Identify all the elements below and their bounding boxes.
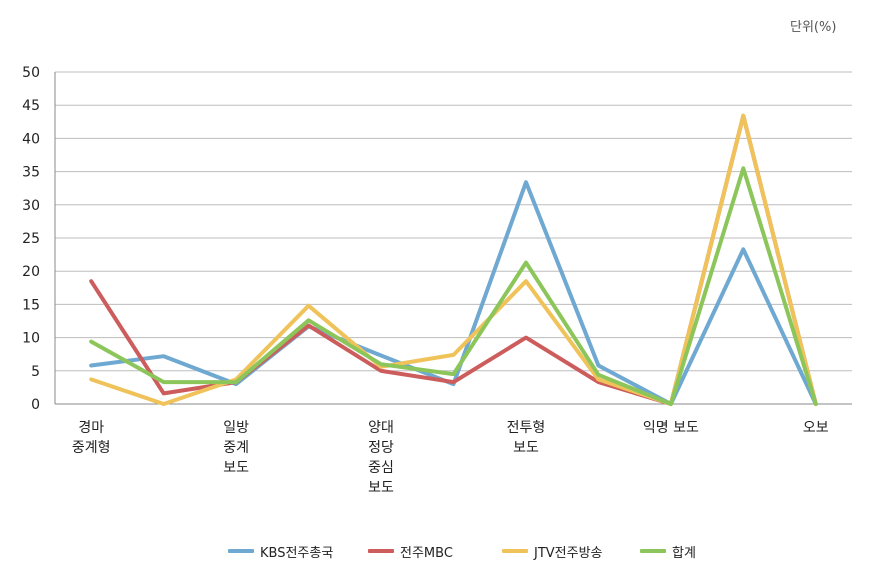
series-line-2 [89, 113, 818, 406]
legend-label: 합계 [672, 545, 696, 561]
y-tick-label: 40 [22, 131, 40, 147]
series-line-0 [89, 180, 818, 406]
x-tick-label: 양대 정당 중심 보도 [368, 420, 394, 496]
unit-label: 단위(%) [790, 20, 837, 35]
y-tick-label: 15 [22, 297, 40, 313]
legend-item: 전주MBC [368, 540, 453, 562]
y-tick-label: 10 [22, 331, 40, 347]
legend-item: JTV전주방송 [502, 540, 603, 562]
y-tick-label: 0 [31, 397, 40, 413]
y-tick-label: 25 [22, 231, 40, 247]
y-tick-label: 35 [22, 165, 40, 181]
legend-item: 합계 [640, 540, 696, 562]
y-tick-label: 45 [22, 98, 40, 114]
y-tick-label: 30 [22, 198, 40, 214]
legend-swatch [228, 549, 254, 553]
chart-legend: KBS전주총국 전주MBC JTV전주방송 합계 [0, 540, 896, 562]
x-tick-label: 일방 중계 보도 [223, 420, 249, 476]
legend-label: 전주MBC [400, 545, 453, 561]
legend-label: KBS전주총국 [260, 545, 334, 561]
y-tick-label: 5 [31, 364, 40, 380]
legend-swatch [502, 549, 528, 553]
x-tick-label: 전투형 보도 [506, 420, 546, 456]
y-tick-label: 50 [22, 65, 40, 81]
x-tick-label: 경마 중계형 [71, 420, 111, 456]
x-tick-label: 오보 [802, 420, 829, 436]
y-tick-label: 20 [22, 264, 40, 280]
legend-swatch [640, 549, 666, 553]
legend-item: KBS전주총국 [228, 540, 333, 562]
legend-swatch [368, 549, 394, 553]
series-line-3 [89, 166, 818, 406]
legend-label: JTV전주방송 [534, 545, 603, 561]
x-tick-label: 익명 보도 [642, 420, 699, 436]
